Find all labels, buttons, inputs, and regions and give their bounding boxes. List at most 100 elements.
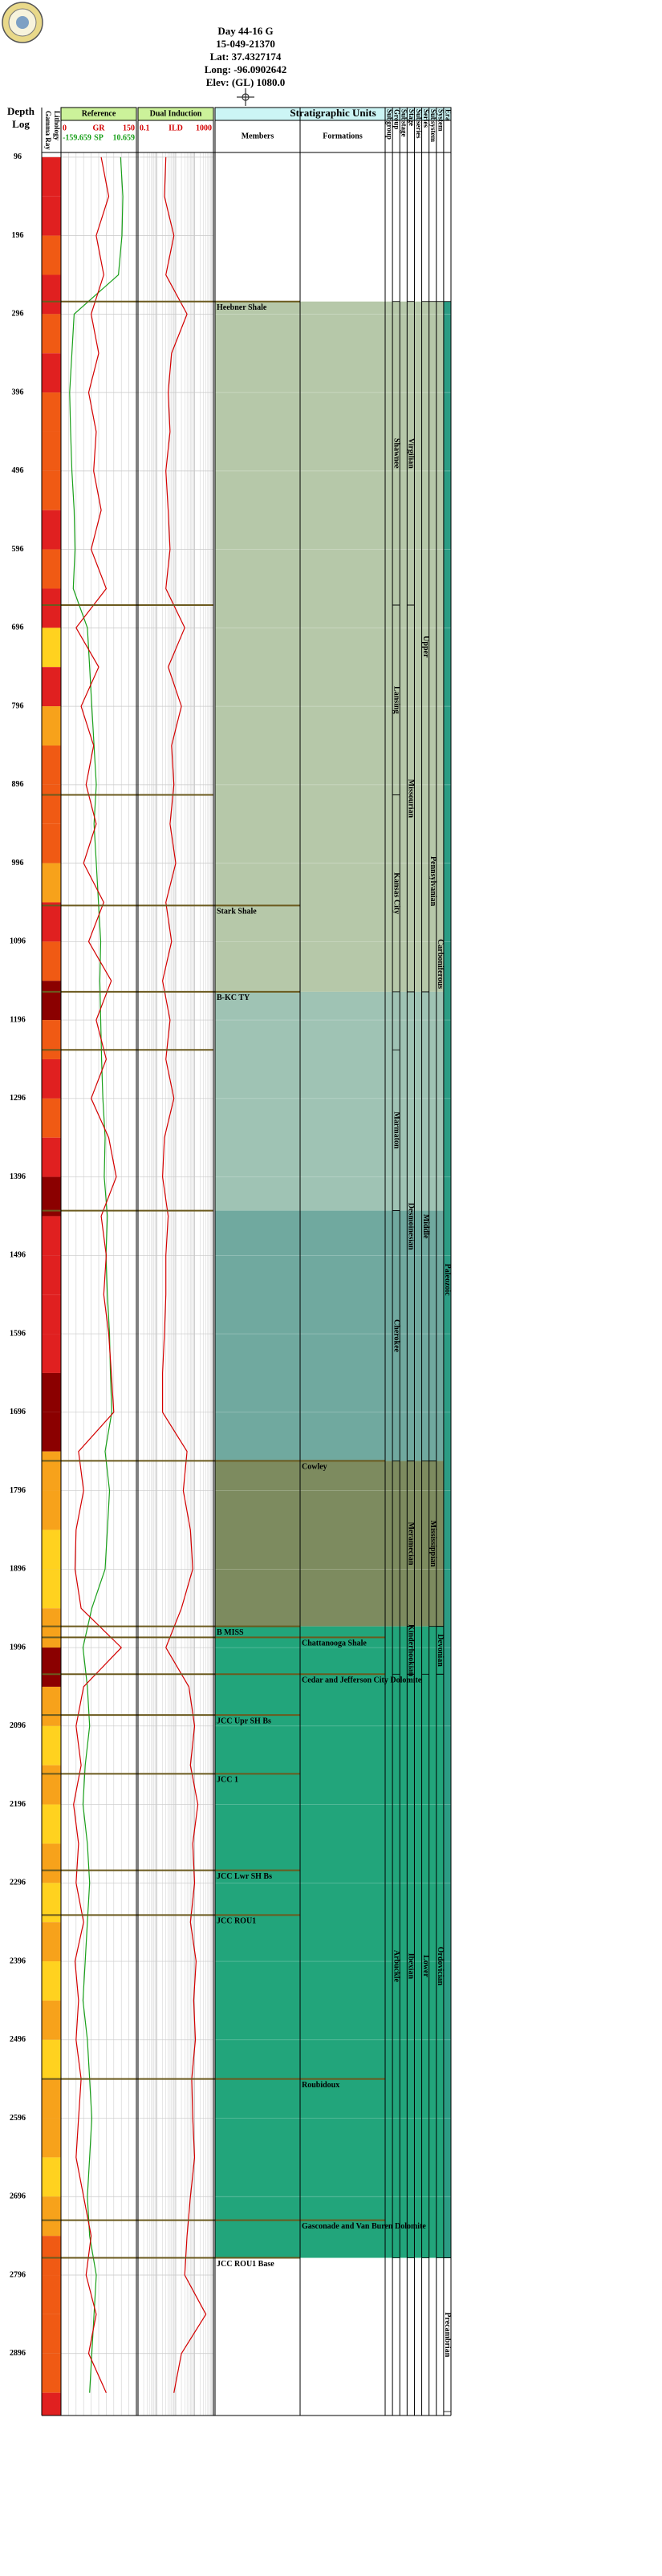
unit-label: Ordovician [436,1947,445,1986]
unit-column-title: Group [393,109,401,129]
lithology-cell [42,1569,61,1609]
lithology-cell [42,2157,61,2197]
depth-tick-label: 2096 [10,1721,26,1730]
unit-column-title: Stage [408,109,416,126]
track-grid [68,152,213,2416]
formation-label: Roubidoux [302,2081,339,2090]
formations-title: Formations [323,132,363,140]
depth-tick-label: 196 [12,231,24,240]
depth-tick-label: 2296 [10,1879,26,1887]
lithology-cell [42,156,61,197]
sp-scale-max: 10.659 [113,133,136,142]
unit-column-title: Subseries [415,109,423,139]
formation-label: Chattanooga Shale [302,1639,367,1648]
formation-label: Cowley [302,1463,327,1472]
depth-tick-label: 396 [12,388,24,396]
depth-tick-label: 2696 [10,2192,26,2201]
depth-tick-label: 2496 [10,2035,26,2044]
lithology-cell [42,784,61,824]
lithology-cell [42,981,61,1021]
lithology-cell [42,2275,61,2314]
sp-scale-min: -159.659 [63,133,91,142]
depth-tick-label: 1296 [10,1094,26,1103]
member-label: Heebner Shale [217,303,267,312]
lithology-cell [42,431,61,471]
strat-band [215,1461,444,1627]
header-line: Lat: 37.4327174 [210,51,282,63]
depth-tick-label: 496 [12,466,24,475]
unit-label: Desmoinesian [407,1203,416,1250]
lithology-cell [42,706,61,746]
lithology-cell [42,1294,61,1335]
lithology-cell [42,2078,61,2119]
lithology-cell [42,1255,61,1295]
lithology-cell [42,392,61,432]
lithology-cell [42,628,61,668]
unit-label: Middle [421,1214,430,1239]
lithology-cell [42,1686,61,1726]
lithology-cell [42,314,61,354]
ild-scale-min: 0.1 [140,124,150,132]
member-label: B-KC TY [217,993,250,1002]
lithology-cell [42,2000,61,2040]
depth-tick-label: 996 [12,859,24,867]
header-line: Long: -96.0902642 [205,63,287,75]
unit-label: Kinderhookian [407,1624,416,1676]
member-label: JCC ROU1 [217,1917,256,1926]
unit-column-title: Subsystem [429,109,437,143]
depth-tick-label: 1096 [10,937,26,946]
unit-column-title: Era [444,109,452,121]
ild-curve [161,156,207,2393]
unit-label: Shawnee [392,438,400,469]
unit-label: Marmaton [392,1111,400,1149]
gr-curve [73,156,123,2393]
lithology-cell [42,1961,61,2001]
gr-scale-min: 0 [63,124,67,132]
member-label: Stark Shale [217,908,257,916]
formation-label: Cedar and Jefferson City Dolomite [302,1676,422,1685]
ild-name: ILD [169,124,183,132]
depth-tick-label: 1796 [10,1486,26,1495]
unit-label: Missourian [407,779,416,819]
lithology-cell [42,1176,61,1217]
unit-label: Kansas City [392,872,400,914]
member-label: JCC ROU1 Base [217,2260,274,2269]
lithology-cell [42,941,61,981]
strat-title: Stratigraphic Units [290,107,376,119]
unit-label: Meramecian [407,1522,416,1566]
lithology-cell [42,1412,61,1452]
unit-column-title: System [437,109,445,132]
unit-label: Cherokee [392,1319,400,1352]
unit-label: Virgilian [407,438,416,469]
unit-label: Mississippian [428,1521,437,1567]
lithology-cell [42,1725,61,1765]
unit-label: Pennsylvanian [428,856,437,907]
depth-tick-label: 1496 [10,1251,26,1260]
lithology-cell [42,274,61,315]
sp-curve [69,156,124,2393]
unit-column-title: Subgroup [385,109,393,140]
strat-band [215,301,444,992]
lithology-cell [42,1765,61,1805]
depth-tick-label: 96 [14,152,22,161]
lithology-cell [42,1334,61,1373]
depth-tick-label: 1896 [10,1565,26,1574]
unit-column-title: Substage [400,109,408,137]
depth-tick-label: 2396 [10,1956,26,1965]
lithology-cell [42,863,61,903]
members-title: Members [242,132,274,140]
lithology-cell [42,588,61,628]
unit-label: Carboniferous [436,939,445,989]
depth-tick-label: 1696 [10,1408,26,1416]
lithology-cell [42,1490,61,1530]
frame [41,108,452,2416]
lithology-cell [42,1020,61,1059]
lithology-cell [42,1648,61,1687]
header-line: Day 44-16 G [217,25,273,37]
lithology-cell [42,2118,61,2158]
era-band [443,301,451,2258]
unit-label: Devonian [436,1634,445,1667]
lithology-cell [42,1530,61,1570]
member-label: JCC Lwr SH Bs [217,1872,272,1881]
